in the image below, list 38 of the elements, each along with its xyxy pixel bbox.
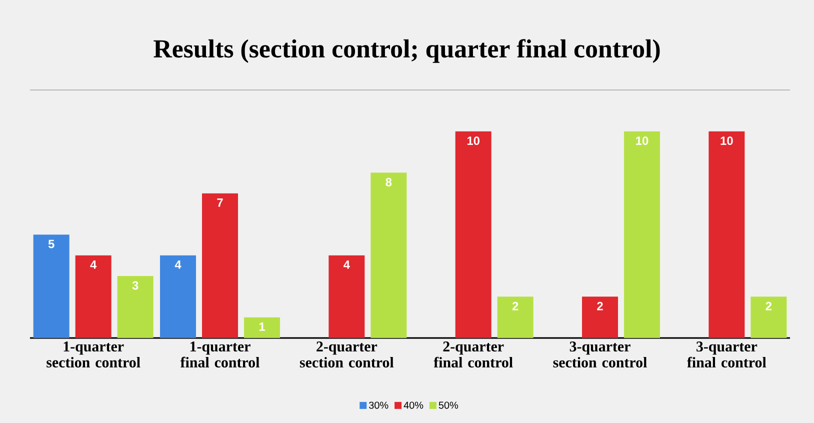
data-label: 2 (766, 302, 772, 310)
x-tick-label: 2-quarter final control (434, 342, 513, 368)
data-label: 5 (48, 240, 54, 248)
legend-label: 50% (438, 402, 458, 409)
bar (582, 296, 618, 338)
data-label: 7 (217, 198, 223, 207)
data-label: 10 (636, 136, 648, 145)
data-label: 2 (597, 302, 603, 310)
x-tick-label: 3-quarter final control (687, 342, 766, 368)
x-tick-label: 1-quarter final control (180, 342, 260, 368)
x-tick-label: 3-quarter section control (553, 342, 647, 368)
data-label: 2 (512, 302, 518, 310)
bar (328, 255, 365, 338)
bar (750, 296, 787, 338)
bar (75, 255, 112, 338)
bar (117, 276, 154, 338)
bar (708, 131, 745, 338)
bar (244, 317, 280, 338)
data-label: 3 (132, 281, 138, 290)
bar (455, 131, 492, 338)
data-label: 4 (90, 260, 97, 269)
chart-title: Results (section control; quarter final control) (154, 39, 660, 63)
bar (370, 172, 407, 338)
data-label: 8 (386, 178, 392, 186)
data-label: 4 (174, 260, 182, 269)
bar (202, 193, 238, 338)
x-tick-label: 2-quarter section control (300, 342, 394, 368)
x-tick-label: 1-quarter section control (46, 342, 140, 368)
data-label: 4 (344, 260, 350, 269)
bar (497, 296, 534, 338)
legend-label: 40% (404, 402, 424, 409)
data-label: 1 (259, 322, 265, 331)
bar (160, 255, 196, 338)
bar (33, 234, 70, 338)
legend-label: 30% (368, 402, 388, 409)
bar (624, 131, 660, 338)
data-label: 10 (467, 136, 480, 145)
data-label: 10 (720, 136, 733, 145)
